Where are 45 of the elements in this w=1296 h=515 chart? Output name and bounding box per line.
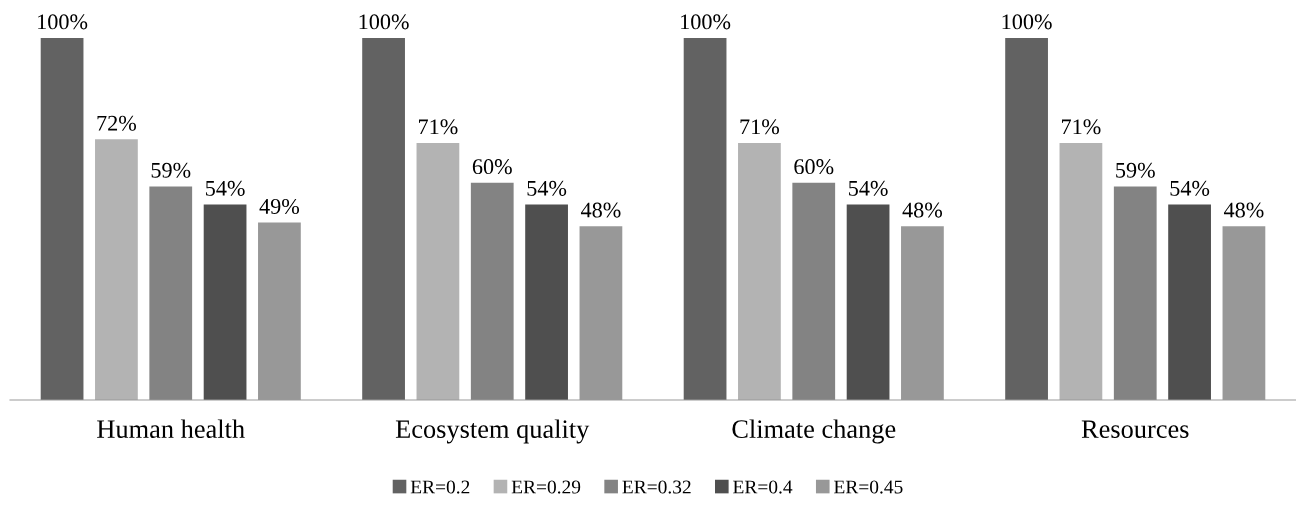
bar (683, 38, 727, 400)
bar (149, 186, 193, 400)
data-label: 71% (419, 119, 458, 135)
bar (203, 204, 247, 400)
bar (95, 139, 138, 400)
legend-label: ER=0.2 (410, 480, 470, 494)
bar (1168, 204, 1211, 400)
data-label: 60% (794, 159, 834, 175)
data-label: 100% (681, 14, 731, 30)
legend-label: ER=0.29 (511, 480, 581, 494)
data-label: 54% (849, 180, 888, 196)
x-tick-label: Climate change (732, 419, 896, 444)
legend-label: ER=0.32 (622, 480, 691, 494)
x-tick-label: Ecosystem quality (395, 419, 590, 444)
data-label: 54% (527, 180, 567, 196)
data-label: 59% (151, 162, 191, 178)
bar (1005, 38, 1048, 400)
data-label: 48% (1223, 202, 1264, 218)
data-label: 71% (740, 119, 780, 135)
bar (1059, 142, 1103, 400)
data-label: 59% (1116, 162, 1155, 178)
bar (1113, 186, 1157, 400)
legend-label: ER=0.45 (834, 480, 903, 494)
x-tick-label: Resources (1081, 420, 1189, 439)
data-label: 48% (902, 202, 943, 218)
data-label: 49% (259, 198, 300, 215)
bar (362, 38, 405, 400)
data-label: 100% (38, 14, 88, 30)
bar (416, 142, 460, 400)
bar (738, 142, 781, 400)
data-label: 71% (1062, 119, 1101, 135)
bar (792, 182, 836, 400)
data-label: 60% (472, 159, 512, 175)
legend-label: ER=0.4 (733, 480, 793, 494)
bar (40, 38, 84, 400)
data-label: 100% (359, 14, 409, 30)
bar (470, 182, 514, 400)
bar (525, 204, 568, 400)
data-label: 54% (206, 180, 245, 196)
bar (846, 204, 890, 400)
data-label: 54% (1170, 180, 1210, 196)
data-label: 48% (580, 202, 621, 218)
data-label: 100% (1002, 14, 1052, 30)
data-label: 72% (97, 115, 137, 131)
x-tick-label: Human health (97, 419, 245, 439)
